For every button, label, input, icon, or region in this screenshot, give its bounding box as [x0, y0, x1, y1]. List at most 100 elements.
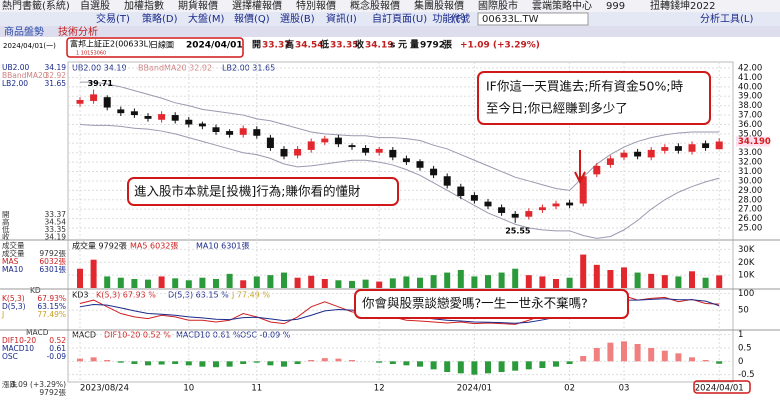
- bookmark-item[interactable]: 999: [606, 1, 625, 12]
- osc-bar: [457, 361, 464, 374]
- volume-bar: [335, 280, 342, 288]
- candle-body: [470, 195, 478, 201]
- candle-body: [117, 109, 125, 114]
- menu-item[interactable]: 交易(T): [96, 12, 130, 25]
- y-tick-label: 39.00: [738, 92, 762, 102]
- left-label: K(5,3): [2, 294, 25, 303]
- left-value: 33.35: [45, 225, 67, 234]
- bookmark-item[interactable]: 選擇權報價: [232, 0, 282, 12]
- y-tick-label: 33.00: [738, 148, 762, 158]
- left-label: 收: [2, 232, 10, 242]
- bookmark-item[interactable]: 期貨報價: [178, 0, 218, 12]
- tab[interactable]: 技術分析: [58, 25, 98, 38]
- menu-item[interactable]: 選股(B): [280, 12, 315, 25]
- candle-body: [239, 128, 247, 135]
- osc-bar: [253, 361, 260, 363]
- osc-bar: [607, 342, 614, 362]
- osc-bar: [117, 361, 124, 363]
- band-lower: [79, 123, 720, 239]
- bookmark-item[interactable]: 概念股報價: [350, 0, 400, 12]
- candle-body: [76, 100, 84, 104]
- left-value: 34.19: [45, 233, 67, 242]
- volume-bar: [199, 277, 206, 288]
- left-value: 6032張: [39, 257, 66, 266]
- volume-bar: [403, 276, 410, 288]
- left-value: 6301張: [39, 265, 66, 274]
- osc-bar: [702, 360, 709, 362]
- y-tick-label: 30.00: [738, 176, 762, 186]
- volume-bar: [525, 275, 532, 288]
- x-tick-label: 12: [374, 384, 385, 394]
- menu-item[interactable]: 資訊(I): [326, 12, 357, 25]
- volume-bar: [716, 275, 723, 288]
- tab[interactable]: 商品盤勢: [4, 25, 44, 38]
- candle-body: [185, 119, 193, 125]
- bookmark-item[interactable]: 加權指數: [124, 0, 164, 12]
- osc-bar: [294, 361, 301, 364]
- legend-entry: MA5 6032張: [130, 242, 178, 251]
- osc-bar: [240, 361, 247, 364]
- tools-menu[interactable]: 分析工具(L): [700, 12, 753, 25]
- volume-bar: [471, 276, 478, 288]
- osc-bar: [471, 361, 478, 375]
- y-tick-label: 30K: [738, 245, 755, 255]
- volume-bar: [267, 275, 274, 288]
- left-date: 2024/04/01(一): [3, 42, 56, 50]
- info-s: s: [390, 41, 395, 51]
- symbol[interactable]: 00633L.TW: [482, 14, 539, 25]
- osc-bar: [689, 357, 695, 362]
- legend-entry: MA10 6301張: [196, 242, 249, 251]
- x-tick-label: 2024/01: [457, 384, 492, 394]
- bookmark-item[interactable]: 自選股: [80, 0, 110, 12]
- candle-body: [389, 149, 397, 158]
- left-label: J: [1, 310, 4, 319]
- candle-body: [525, 211, 533, 217]
- volume-bar: [417, 277, 423, 288]
- bookmark-item[interactable]: 扭轉錢坤2022: [650, 0, 715, 12]
- y-tick-label: 10K: [738, 271, 755, 281]
- candle-body: [171, 115, 179, 121]
- y-tick-label: 28.00: [738, 195, 762, 205]
- osc-bar: [634, 344, 641, 362]
- legend-entry: J 77.49 %: [231, 291, 270, 300]
- tab-bar: [0, 26, 780, 37]
- candle-body: [511, 213, 519, 218]
- volume-bar: [389, 278, 396, 288]
- plot-frame: [67, 61, 734, 383]
- left-label: 漲跌: [2, 379, 17, 389]
- candle-body: [198, 123, 206, 127]
- left-label: 成交量: [2, 248, 25, 258]
- osc-bar: [648, 348, 655, 362]
- bookmark-item[interactable]: 國際股市: [478, 0, 518, 12]
- legend-entry: D(5,3) 63.15 %: [168, 291, 229, 300]
- y-tick-label: 50: [738, 306, 749, 316]
- left-title: 成交量: [2, 240, 25, 250]
- candle-body: [674, 146, 682, 151]
- bookmark-item[interactable]: 雲端策略中心: [532, 0, 592, 12]
- menu-item[interactable]: 報價(Q): [234, 12, 270, 25]
- volume-bar: [485, 275, 491, 288]
- left-value: 0.61: [49, 344, 66, 353]
- y-tick-label: 41.00: [738, 73, 762, 83]
- info-open-label: 開: [252, 40, 261, 51]
- menu-item[interactable]: 策略(D): [142, 12, 178, 25]
- bar-date: 2024/04/01: [186, 41, 243, 51]
- code-label[interactable]: 代號: [450, 12, 470, 25]
- osc-bar: [675, 353, 682, 362]
- volume-bar: [308, 275, 315, 288]
- menu-item[interactable]: 功能(F): [432, 12, 466, 25]
- volume-bar: [294, 277, 301, 288]
- y-tick-label: 35.00: [738, 129, 762, 139]
- price-tag-text: 34.190: [738, 137, 771, 147]
- bookmark-item[interactable]: 集團股報價: [414, 0, 464, 12]
- osc-bar: [267, 361, 274, 366]
- volume-bar: [77, 268, 83, 288]
- menu-item[interactable]: 大盤(M): [188, 12, 225, 25]
- symbol-box[interactable]: [477, 12, 589, 26]
- info-high: 34.54: [295, 41, 323, 51]
- candle-body: [579, 176, 587, 204]
- bookmark-item[interactable]: 特別報價: [296, 0, 336, 12]
- menu-item[interactable]: 自訂頁面(U): [372, 12, 427, 25]
- note-box: [127, 177, 399, 206]
